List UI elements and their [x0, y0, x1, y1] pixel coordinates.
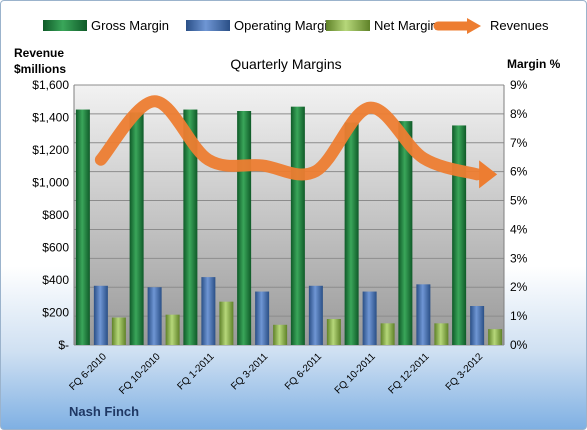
x-axis-category-label: FQ 10-2011 — [333, 351, 378, 396]
x-axis-ticks: FQ 6-2010 FQ 10-2010 FQ 1-2011 FQ 3-2011 FQ … — [67, 351, 485, 397]
legend: Gross Margin Operating Margin Net Margin… — [43, 18, 549, 34]
left-axis-tick-label: $800 — [42, 208, 69, 222]
x-axis-category-label: FQ 12-2011 — [387, 351, 432, 396]
right-axis-tick-label: 1% — [510, 309, 528, 323]
left-axis-tick-label: $200 — [42, 306, 69, 320]
bar-operating-margin — [416, 284, 431, 345]
bar-operating-margin — [255, 291, 270, 345]
revenue-line-path — [94, 95, 484, 181]
bar-gross-margin — [237, 111, 252, 345]
bar-operating-margin — [362, 291, 377, 345]
company-name: Nash Finch — [69, 404, 139, 419]
left-axis-title-line-1: Revenue — [14, 46, 64, 60]
x-axis-category-label: FQ 1-2011 — [175, 351, 216, 392]
legend-label-gross-margin: Gross Margin — [91, 18, 169, 33]
left-axis-tick-label: $1,000 — [32, 176, 69, 190]
gridlines — [73, 84, 505, 346]
chart-title: Quarterly Margins — [230, 56, 341, 72]
right-axis-tick-label: 8% — [510, 107, 528, 121]
legend-label-revenues: Revenues — [490, 18, 549, 33]
x-axis-category-label: FQ 6-2010 — [67, 351, 109, 393]
right-axis-tick-label: 0% — [510, 338, 528, 352]
revenue-arrow-head — [479, 160, 498, 189]
left-axis-tick-label: $1,200 — [32, 143, 69, 157]
bar-operating-margin — [147, 287, 162, 345]
bar-gross-margin — [129, 112, 144, 345]
right-axis-tick-label: 2% — [510, 280, 528, 294]
right-axis-tick-label: 7% — [510, 136, 528, 150]
bar-net-margin — [488, 329, 503, 345]
right-axis-tick-label: 4% — [510, 222, 528, 236]
left-axis-tick-label: $1,400 — [32, 111, 69, 125]
x-axis-category-label: FQ 3-2011 — [229, 351, 270, 392]
right-axis-tick-label: 5% — [510, 194, 528, 208]
left-axis-tick-label: $- — [58, 338, 69, 352]
bar-operating-margin — [470, 306, 485, 345]
right-axis-tick-label: 9% — [510, 78, 528, 92]
plot-area — [74, 85, 504, 345]
legend-label-operating-margin: Operating Margin — [234, 18, 334, 33]
bar-net-margin — [111, 317, 126, 345]
bar-series — [75, 106, 503, 346]
x-axis-category-label: FQ 3-2012 — [444, 351, 486, 393]
left-axis-title-line-2: $millions — [14, 62, 66, 76]
bar-operating-margin — [308, 285, 323, 345]
legend-swatch-operating-margin — [186, 20, 230, 31]
legend-label-net-margin: Net Margin — [374, 18, 438, 33]
bar-net-margin — [165, 314, 180, 345]
bar-gross-margin — [75, 109, 90, 345]
bar-gross-margin — [398, 121, 413, 345]
bar-operating-margin — [93, 285, 108, 345]
bar-operating-margin — [201, 277, 216, 345]
bar-gross-margin — [344, 122, 359, 345]
legend-swatch-net-margin — [326, 20, 370, 31]
x-axis-category-label: FQ 6-2011 — [283, 351, 324, 392]
legend-swatch-gross-margin — [43, 20, 87, 31]
x-axis-category-label: FQ 10-2010 — [117, 351, 163, 397]
left-axis-tick-label: $600 — [42, 241, 69, 255]
bar-net-margin — [380, 323, 395, 345]
legend-arrow-icon — [467, 18, 481, 34]
bar-gross-margin — [290, 106, 305, 346]
right-axis-tick-label: 3% — [510, 251, 528, 265]
revenue-line — [94, 95, 498, 189]
bar-net-margin — [273, 324, 288, 345]
right-axis-ticks: 0% 1% 2% 3% 4% 5% 6% 7% 8% 9% — [510, 78, 528, 352]
bar-net-margin — [434, 323, 449, 345]
bar-gross-margin — [183, 109, 198, 345]
bar-gross-margin — [452, 125, 467, 345]
left-axis-tick-label: $400 — [42, 273, 69, 287]
right-axis-tick-label: 6% — [510, 165, 528, 179]
bar-net-margin — [326, 319, 341, 345]
left-axis-tick-label: $1,600 — [32, 78, 69, 92]
right-axis-title: Margin % — [507, 57, 561, 71]
bar-net-margin — [219, 301, 234, 345]
left-axis-ticks: $- $200 $400 $600 $800 $1,000 $1,200 $1,400 $1,6… — [32, 78, 69, 352]
